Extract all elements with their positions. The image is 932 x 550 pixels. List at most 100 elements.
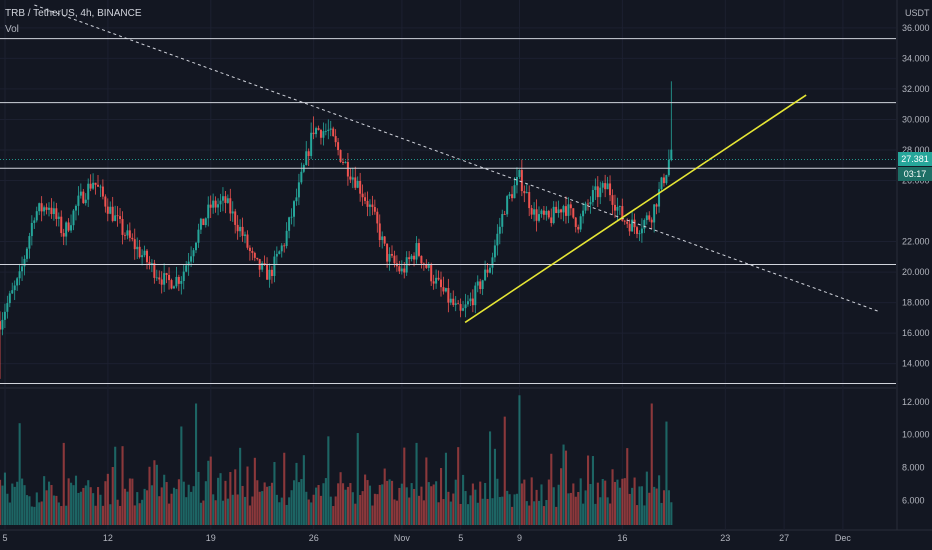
volume-bar [633, 477, 636, 525]
candle-body [359, 181, 362, 194]
time-axis-tick-label: 16 [617, 533, 627, 543]
candle-body [55, 208, 58, 219]
current-price-badge: 27.381 [898, 152, 932, 167]
volume-bar [613, 481, 617, 525]
time-axis-tick-label: 5 [458, 533, 463, 543]
candle-body [538, 214, 540, 221]
volume-bar [560, 468, 563, 525]
volume-bar [231, 494, 234, 525]
volume-bar [525, 501, 528, 525]
volume-bar [572, 483, 575, 525]
candle-body [133, 239, 136, 250]
candle-body [476, 281, 479, 286]
time-axis-tick-label: 5 [2, 533, 7, 543]
volume-bar [577, 492, 580, 525]
volume-bar [457, 447, 460, 525]
volume-bar [584, 490, 587, 525]
volume-bar [344, 489, 347, 525]
volume-bar [23, 485, 26, 525]
volume-bar [160, 487, 163, 525]
volume-bar [99, 494, 102, 525]
candle-body [474, 285, 477, 306]
candle-body [381, 236, 384, 241]
volume-bar [452, 493, 455, 525]
volume-bar [131, 478, 134, 525]
volume-bar [518, 395, 521, 525]
volume-bar [562, 444, 565, 525]
candle-body [342, 161, 344, 163]
volume-bar [640, 486, 643, 525]
candle-body [307, 151, 310, 156]
volume-bar [449, 501, 452, 525]
volume-bar [665, 421, 668, 525]
candle-body [417, 243, 420, 256]
volume-bar [440, 468, 443, 525]
volume-bar [263, 482, 266, 525]
volume-bar [364, 474, 367, 525]
candle-body [621, 206, 624, 221]
volume-bar [204, 481, 207, 525]
volume-bar [138, 503, 141, 525]
candle-body [361, 193, 364, 198]
volume-bar [437, 502, 440, 525]
volume-bar [190, 491, 193, 525]
candle-body [119, 216, 122, 220]
volume-bar [55, 495, 58, 525]
candle-body [491, 257, 494, 268]
volume-bar [175, 489, 178, 525]
candle-body [552, 206, 555, 224]
candle-body [496, 233, 499, 246]
volume-bar [435, 481, 438, 525]
candle-body [195, 242, 197, 251]
candle-body [452, 298, 455, 305]
volume-bar [430, 486, 433, 525]
candle-body [376, 211, 379, 224]
volume-bar [356, 433, 359, 525]
volume-bar [476, 502, 479, 525]
candle-body [172, 286, 175, 289]
volume-bar [498, 497, 501, 525]
candle-body [334, 136, 337, 143]
volume-bar [119, 505, 122, 525]
candle-body [33, 220, 36, 223]
candle-body [623, 220, 626, 222]
volume-bar [16, 481, 19, 525]
candle-body [6, 303, 9, 312]
volume-bar [422, 500, 425, 525]
candle-body [310, 132, 313, 156]
volume-bar [528, 505, 531, 525]
volume-bar [101, 505, 104, 525]
candle-body [305, 151, 308, 166]
volume-bar [601, 479, 604, 525]
volume-bar [40, 501, 43, 525]
time-axis-tick-label: Nov [394, 533, 411, 543]
candle-body [344, 161, 347, 163]
candle-body [636, 227, 638, 234]
candle-body [515, 177, 518, 186]
candle-body [427, 264, 430, 268]
candle-body [660, 177, 663, 190]
volume-bar [209, 456, 212, 525]
candle-body [251, 251, 254, 253]
volume-bar [636, 505, 639, 525]
candle-body [569, 204, 572, 209]
volume-bar [535, 489, 538, 525]
volume-bar [199, 502, 202, 525]
volume-bar [658, 475, 661, 525]
volume-bar [79, 491, 82, 525]
volume-bar [648, 492, 651, 525]
candle-body [197, 229, 200, 243]
volume-bar [564, 450, 568, 525]
candle-body [523, 191, 526, 194]
volume-axis-tick-label: 12.000 [902, 397, 930, 407]
volume-bar [349, 483, 352, 525]
volume-bar [611, 469, 614, 525]
candle-body [221, 196, 224, 201]
volume-bar [508, 494, 511, 525]
volume-bar [623, 478, 626, 525]
volume-bar [447, 491, 450, 525]
time-axis-tick-label: Dec [835, 533, 852, 543]
candle-body [244, 234, 246, 236]
candle-body [533, 209, 536, 215]
